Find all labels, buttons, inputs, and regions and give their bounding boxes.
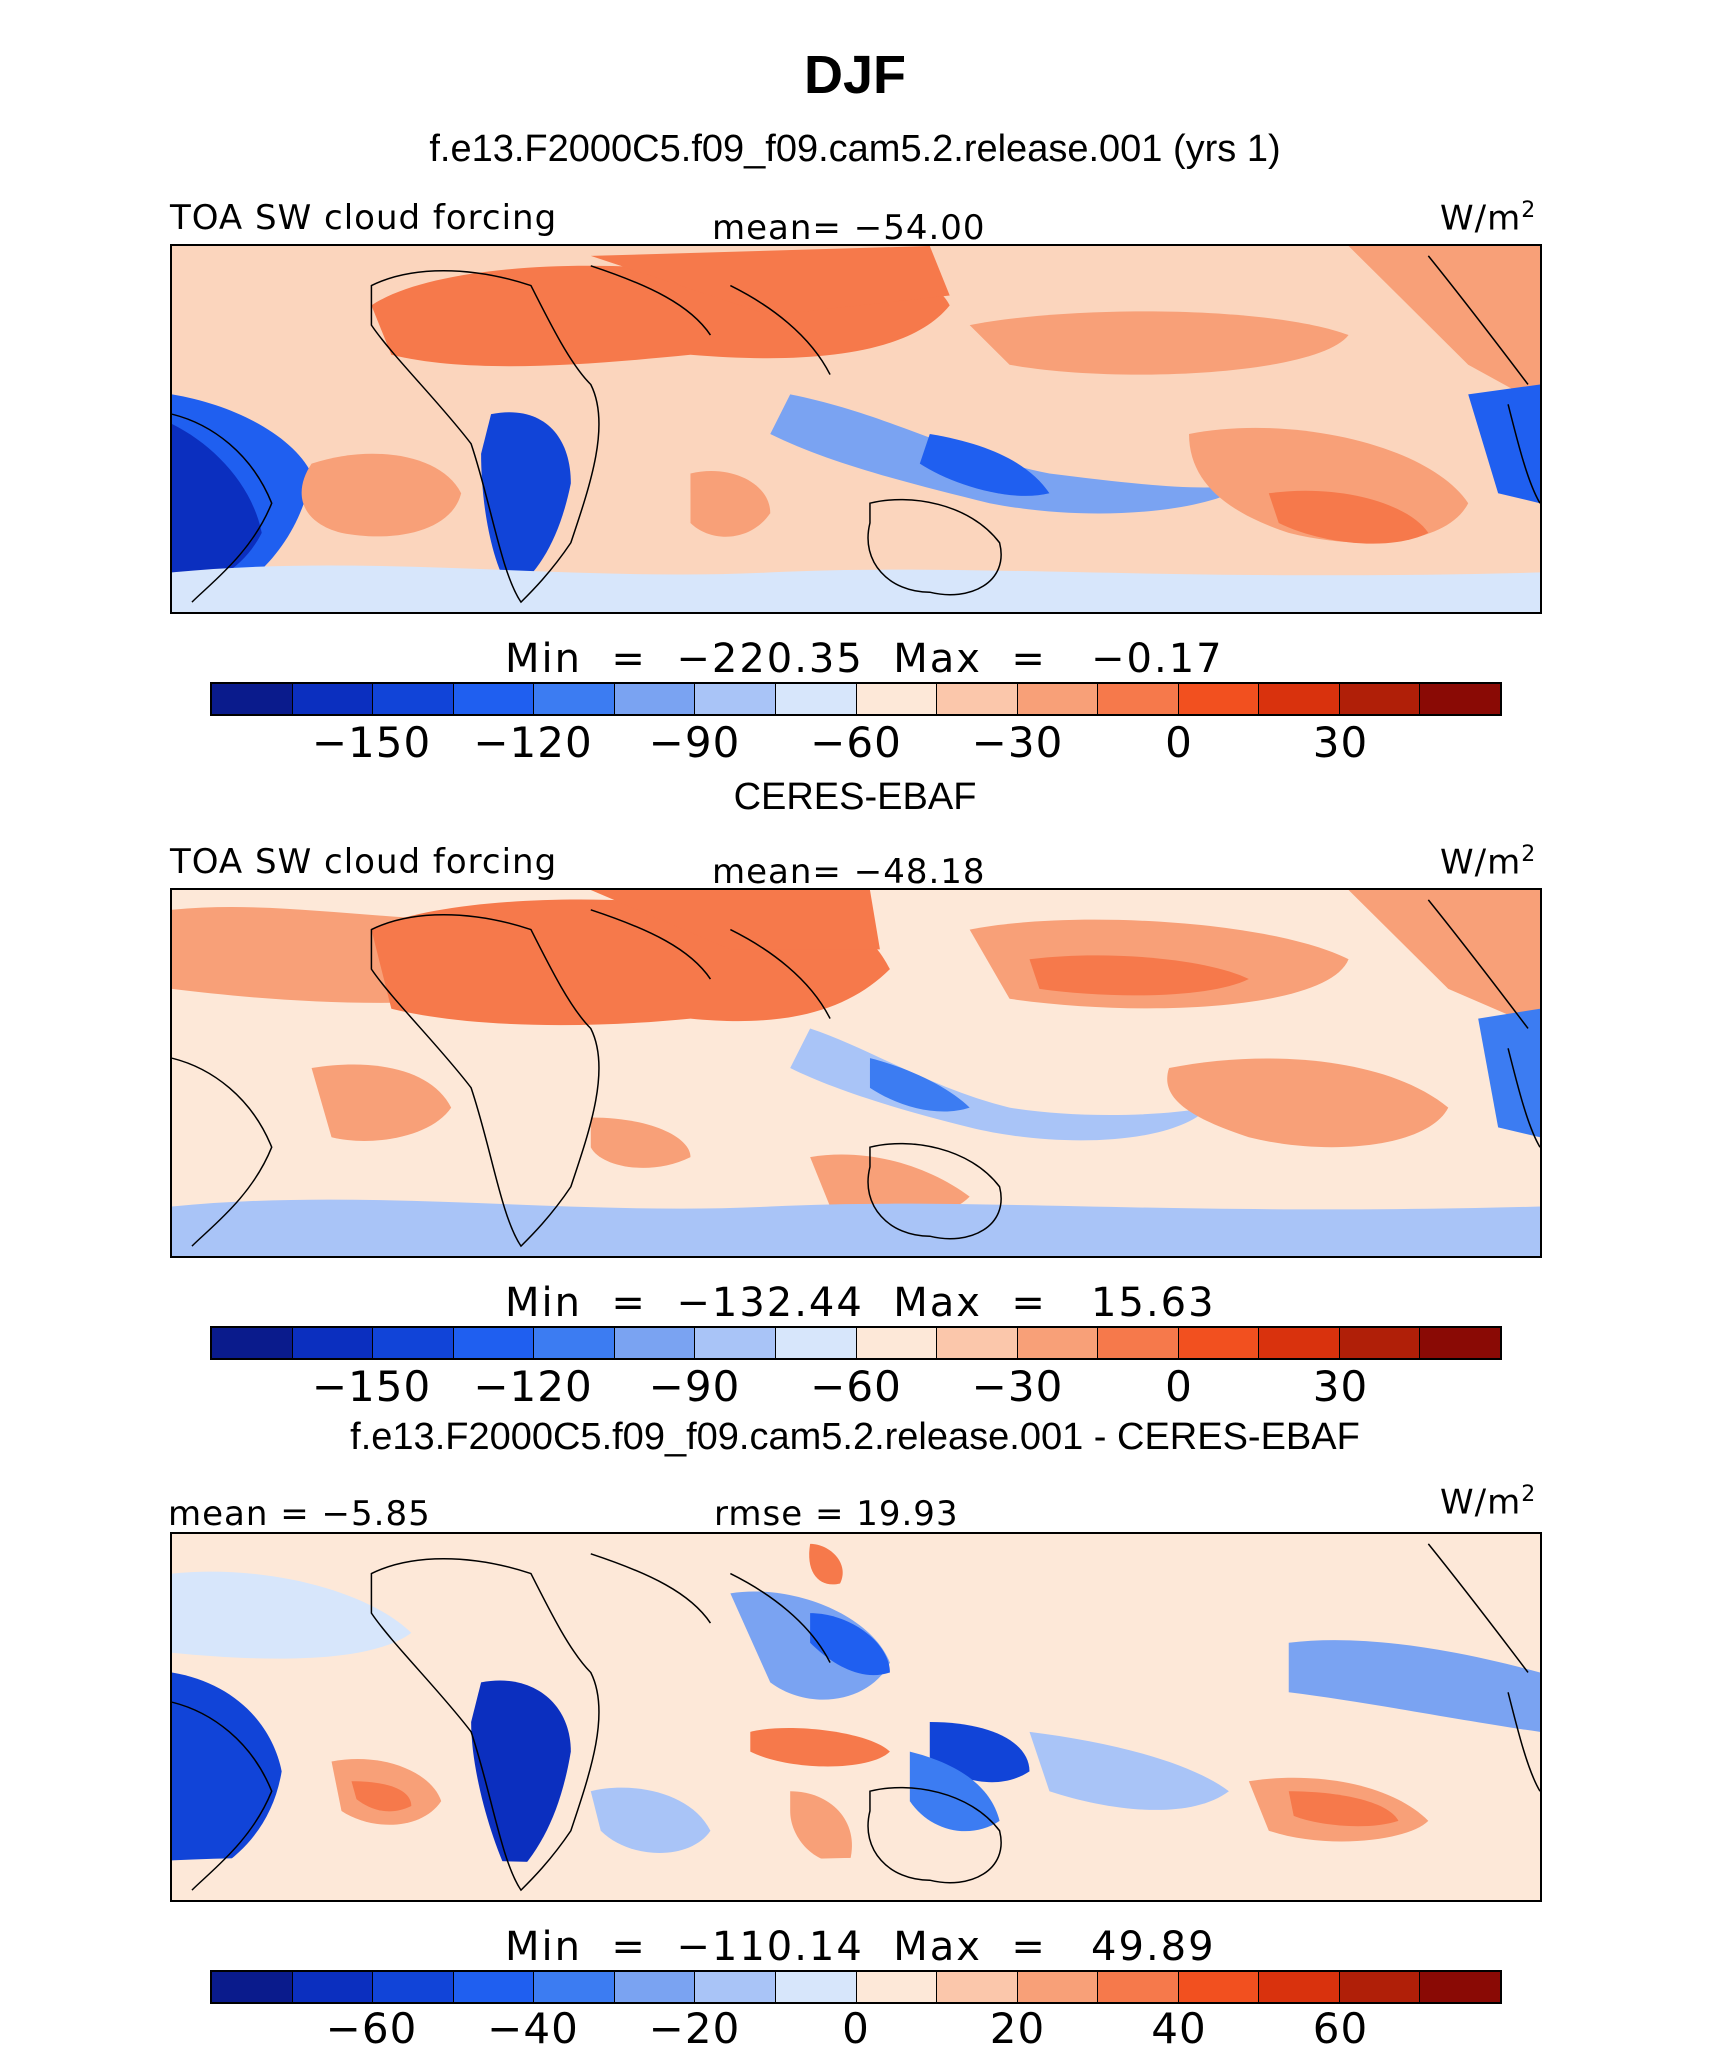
panel-3-colorbar-segment-4 (453, 1972, 535, 2002)
panel-1-colorbar-segment-1 (212, 684, 293, 714)
panel-3-tick-6: 40 (1151, 2004, 1207, 2053)
panel-3-colorbar-segment-3 (373, 1972, 454, 2002)
panel-2-colorbar-segment-9 (856, 1328, 938, 1358)
panel-2-colorbar-segment-5 (534, 1328, 615, 1358)
panel-3-tick-3: −20 (648, 2004, 741, 2053)
panel-3-colorbar-segment-10 (937, 1972, 1018, 2002)
panel-2-colorbar-segment-3 (373, 1328, 454, 1358)
panel-1-colorbar-segment-5 (534, 684, 615, 714)
panel-3-colorbar-segment-2 (292, 1972, 374, 2002)
panel-3-colorbar-segment-5 (534, 1972, 615, 2002)
panel-1-colorbar-segment-14 (1259, 684, 1340, 714)
panel-2-colorbar-ticks: −150 −120 −90 −60 −30 0 30 (210, 1362, 1502, 1411)
panel-1-min-max: Min = −220.35 Max = −0.17 (505, 636, 1224, 682)
panel-2-colorbar-segment-7 (695, 1328, 776, 1358)
panel-3-colorbar-segment-13 (1178, 1972, 1260, 2002)
panel-1-mean-label: mean= −54.00 (712, 208, 986, 248)
panel-2-colorbar-segment-16 (1420, 1328, 1500, 1358)
panel-1-colorbar-segment-12 (1098, 684, 1179, 714)
panel-2-variable-label: TOA SW cloud forcing (170, 842, 558, 882)
panel-1-colorbar-segment-15 (1339, 684, 1421, 714)
panel-3-colorbar-segment-1 (212, 1972, 293, 2002)
panel-2-colorbar-segment-13 (1178, 1328, 1260, 1358)
panel-1-colorbar-segment-11 (1017, 684, 1099, 714)
panel-2-tick-6: 0 (1165, 1362, 1193, 1411)
panel-2-colorbar-segment-11 (1017, 1328, 1099, 1358)
panel-1-tick-6: 0 (1165, 718, 1193, 767)
panel-3-tick-7: 60 (1312, 2004, 1369, 2053)
panel-1-colorbar-segment-3 (373, 684, 454, 714)
panel-1-colorbar-segment-7 (695, 684, 776, 714)
panel-1-colorbar-segment-8 (775, 684, 857, 714)
panel-2-tick-7: 30 (1312, 1362, 1369, 1411)
panel-1-colorbar (210, 682, 1502, 716)
panel-3-colorbar-segment-7 (695, 1972, 776, 2002)
panel-2-tick-3: −90 (648, 1362, 741, 1411)
panel-3-mean-label: mean = −5.85 (168, 1494, 431, 1534)
panel-2-colorbar-segment-6 (614, 1328, 696, 1358)
panel-1-colorbar-segment-2 (292, 684, 374, 714)
panel-2-colorbar (210, 1326, 1502, 1360)
panel-1-tick-3: −90 (648, 718, 741, 767)
panel-3-colorbar-segment-6 (614, 1972, 696, 2002)
panel-1-colorbar-segment-16 (1420, 684, 1500, 714)
panel-1-colorbar-segment-6 (614, 684, 696, 714)
panel-1-tick-7: 30 (1312, 718, 1369, 767)
panel-1-colorbar-segment-13 (1178, 684, 1260, 714)
panel-2-map (170, 888, 1542, 1258)
panel-1-variable-label: TOA SW cloud forcing (170, 198, 558, 238)
panel-3-colorbar-segment-14 (1259, 1972, 1340, 2002)
panel-1-tick-5: −30 (971, 718, 1064, 767)
panel-2-colorbar-segment-4 (453, 1328, 535, 1358)
panel-2-units-label: W/m2 (1440, 842, 1537, 883)
panel-3-rmse-label: rmse = 19.93 (714, 1494, 959, 1534)
panel-3-colorbar-segment-16 (1420, 1972, 1500, 2002)
panel-1-tick-2: −120 (473, 718, 593, 767)
panel-1-tick-4: −60 (810, 718, 902, 767)
panel-1-colorbar-segment-9 (856, 684, 938, 714)
panel-2-colorbar-segment-8 (775, 1328, 857, 1358)
panel-1-colorbar-ticks: −150 −120 −90 −60 −30 0 30 (210, 718, 1502, 767)
panel-1-title: f.e13.F2000C5.f09_f09.cam5.2.release.001… (429, 128, 1281, 170)
panel-1-units-label: W/m2 (1440, 198, 1537, 239)
panel-3-colorbar-segment-12 (1098, 1972, 1179, 2002)
panel-3-map (170, 1532, 1542, 1902)
figure-title: DJF (803, 45, 906, 105)
panel-2-min-max: Min = −132.44 Max = 15.63 (505, 1280, 1216, 1326)
panel-2-mean-label: mean= −48.18 (712, 852, 986, 892)
panel-2-tick-1: −150 (311, 1362, 432, 1411)
panel-3-tick-5: 20 (989, 2004, 1046, 2053)
panel-2-title: CERES-EBAF (733, 776, 977, 818)
panel-3-units-label: W/m2 (1440, 1482, 1537, 1523)
panel-3-colorbar (210, 1970, 1502, 2004)
panel-1-colorbar-segment-4 (453, 684, 535, 714)
panel-3-colorbar-segment-8 (775, 1972, 857, 2002)
panel-3-colorbar-ticks: −60 −40 −20 0 20 40 60 (210, 2004, 1502, 2053)
panel-2-tick-2: −120 (473, 1362, 593, 1411)
panel-1-colorbar-segment-10 (937, 684, 1018, 714)
panel-2-colorbar-segment-10 (937, 1328, 1018, 1358)
panel-3-tick-1: −60 (325, 2004, 418, 2053)
panel-3-tick-4: 0 (842, 2004, 870, 2053)
panel-2-colorbar-segment-1 (212, 1328, 293, 1358)
panel-3-colorbar-segment-9 (856, 1972, 938, 2002)
panel-3-tick-2: −40 (487, 2004, 579, 2053)
panel-3-title: f.e13.F2000C5.f09_f09.cam5.2.release.001… (350, 1416, 1360, 1458)
panel-3-colorbar-segment-15 (1339, 1972, 1421, 2002)
panel-2-colorbar-segment-12 (1098, 1328, 1179, 1358)
panel-3-min-max: Min = −110.14 Max = 49.89 (505, 1924, 1216, 1970)
panel-3-colorbar-segment-11 (1017, 1972, 1099, 2002)
panel-2-colorbar-segment-14 (1259, 1328, 1340, 1358)
panel-1-map (170, 244, 1542, 614)
panel-1-tick-1: −150 (311, 718, 432, 767)
panel-2-colorbar-segment-15 (1339, 1328, 1421, 1358)
panel-2-tick-5: −30 (971, 1362, 1064, 1411)
panel-2-tick-4: −60 (810, 1362, 902, 1411)
panel-2-colorbar-segment-2 (292, 1328, 374, 1358)
